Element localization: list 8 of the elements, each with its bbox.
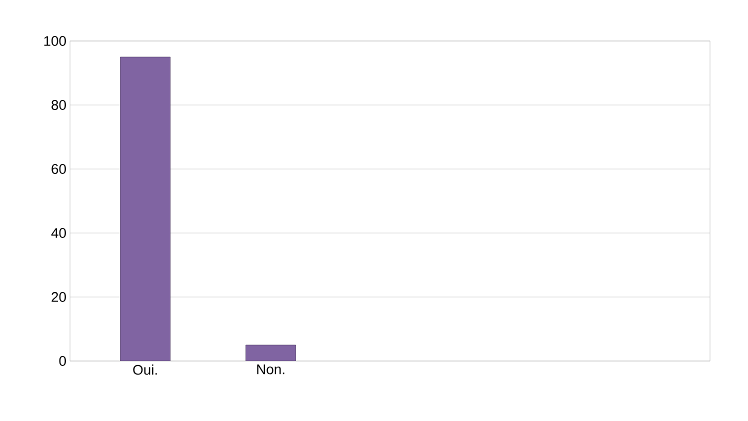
y-tick-label: 100 (44, 36, 66, 46)
x-tick-label: Non. (257, 364, 284, 374)
y-tick-label: 60 (52, 164, 66, 174)
x-tick-label: Oui. (133, 364, 157, 375)
y-tick-label: 40 (51, 228, 66, 238)
y-tick-label: 80 (52, 100, 66, 110)
y-tick-label: 0 (59, 356, 66, 366)
y-tick-label: 20 (52, 292, 66, 302)
